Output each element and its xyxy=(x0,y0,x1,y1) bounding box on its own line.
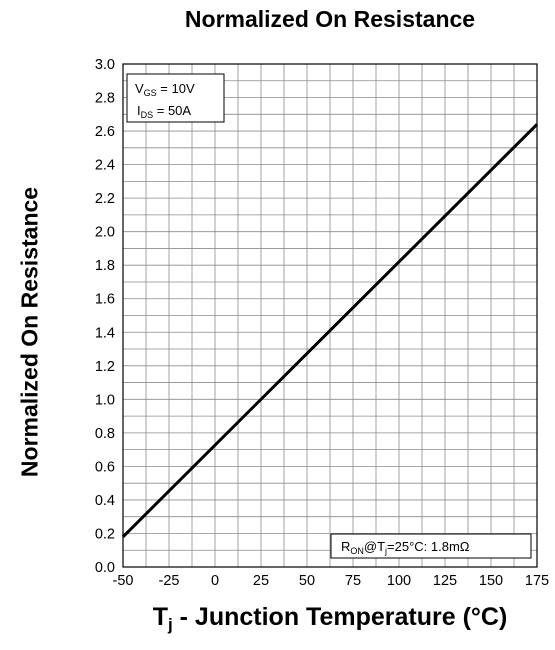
x-tick-label: 75 xyxy=(345,573,361,589)
y-tick-label: 0.4 xyxy=(95,493,115,509)
y-tick-label: 1.2 xyxy=(95,359,115,375)
annotation-ron-value: =25°C: 1.8mΩ xyxy=(387,539,470,554)
tick-labels: 0.0 0.2 0.4 0.6 0.8 1.0 1.2 1.4 1.6 1.8 2.0 2.2 2.4 2… xyxy=(95,57,549,589)
annotation-ron-subscript: ON xyxy=(350,546,364,556)
annotation-box: RON@Tj=25°C: 1.8mΩ xyxy=(330,533,532,559)
annotation-ron-symbol: R xyxy=(341,539,350,554)
condition-vgs-value: = 10V xyxy=(157,81,195,96)
x-tick-label: 125 xyxy=(433,573,457,589)
x-tick-label: 50 xyxy=(299,573,315,589)
annotation-ron-subscript-j: j xyxy=(384,546,387,556)
x-tick-label: 175 xyxy=(525,573,549,589)
conditions-box-frame xyxy=(126,73,225,123)
condition-vgs-symbol: V xyxy=(135,81,144,96)
x-tick-label: 0 xyxy=(211,573,219,589)
y-tick-label: 1.6 xyxy=(95,292,115,308)
condition-vgs-subscript: GS xyxy=(144,88,157,98)
y-tick-label: 2.6 xyxy=(95,124,115,140)
annotation-ron: RON@Tj=25°C: 1.8mΩ xyxy=(341,539,470,556)
x-axis-label-symbol: T xyxy=(152,603,168,631)
y-tick-label: 1.0 xyxy=(95,392,115,408)
y-tick-label: 0.6 xyxy=(95,459,115,475)
y-tick-label: 1.8 xyxy=(95,258,115,274)
condition-ids: IDS = 50A xyxy=(137,103,191,120)
series-line-0 xyxy=(121,123,539,538)
x-tick-label: 25 xyxy=(253,573,269,589)
grid xyxy=(123,64,537,567)
condition-vgs: VGS = 10V xyxy=(135,81,195,98)
chart-title: Normalized On Resistance xyxy=(184,6,476,32)
y-tick-label: 2.8 xyxy=(95,91,115,107)
x-tick-label: 100 xyxy=(387,573,411,589)
conditions-box: VGS = 10V IDS = 50A xyxy=(126,73,225,123)
x-axis-label: Tj - Junction Temperature (°C) xyxy=(0,603,555,635)
y-tick-label: 2.4 xyxy=(95,158,115,174)
x-tick-label: -50 xyxy=(113,573,134,589)
x-tick-label: -25 xyxy=(159,573,180,589)
y-tick-label: 3.0 xyxy=(95,57,115,73)
annotation-ron-at: @T xyxy=(364,539,385,554)
annotation-box-frame xyxy=(330,533,532,559)
y-tick-label: 2.2 xyxy=(95,191,115,207)
condition-ids-value: = 50A xyxy=(153,103,191,118)
x-tick-label: 150 xyxy=(479,573,503,589)
plot-frame xyxy=(122,63,538,568)
y-tick-label: 0.2 xyxy=(95,526,115,542)
condition-ids-subscript: DS xyxy=(141,110,154,120)
y-tick-label: 2.0 xyxy=(95,225,115,241)
condition-ids-symbol: I xyxy=(137,103,141,118)
series-group xyxy=(121,123,539,538)
x-axis-label-text: - Junction Temperature (°C) xyxy=(172,603,508,631)
plot-border xyxy=(122,63,538,568)
y-tick-label: 1.4 xyxy=(95,325,115,341)
y-tick-label: 0.8 xyxy=(95,426,115,442)
y-tick-label: 0.0 xyxy=(95,560,115,576)
x-axis-label-subscript: j xyxy=(167,615,173,634)
